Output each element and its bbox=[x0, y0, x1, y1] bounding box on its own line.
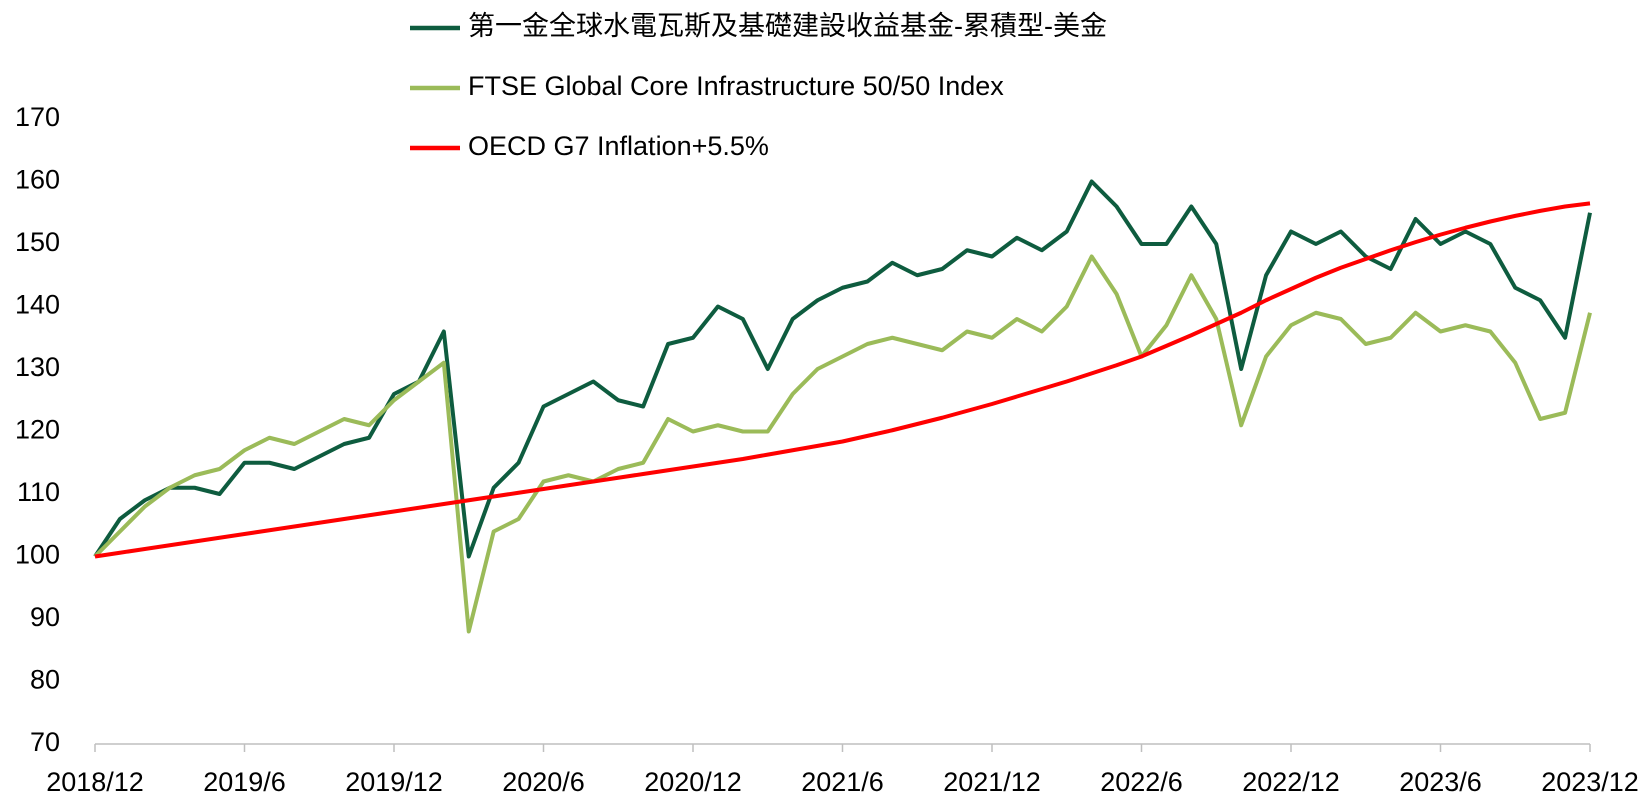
x-tick-label: 2022/6 bbox=[1100, 767, 1183, 797]
x-tick-label: 2019/12 bbox=[345, 767, 443, 797]
legend-label: 第一金全球水電瓦斯及基礎建設收益基金-累積型-美金 bbox=[468, 11, 1107, 41]
y-tick-label: 170 bbox=[15, 102, 60, 132]
series-line bbox=[94, 201, 1591, 559]
series-line bbox=[93, 179, 1592, 559]
legend-label: FTSE Global Core Infrastructure 50/50 In… bbox=[468, 71, 1004, 101]
x-tick-label: 2022/12 bbox=[1242, 767, 1340, 797]
y-tick-label: 70 bbox=[30, 727, 60, 757]
x-tick-label: 2021/12 bbox=[943, 767, 1041, 797]
y-tick-label: 100 bbox=[15, 540, 60, 570]
y-tick-label: 150 bbox=[15, 227, 60, 257]
y-tick-label: 110 bbox=[17, 477, 60, 507]
x-tick-label: 2019/6 bbox=[203, 767, 286, 797]
series-line bbox=[93, 254, 1592, 634]
y-tick-label: 160 bbox=[15, 165, 60, 195]
x-tick-label: 2023/6 bbox=[1399, 767, 1482, 797]
y-tick-label: 90 bbox=[30, 602, 60, 632]
y-tick-label: 80 bbox=[30, 665, 60, 695]
x-tick-label: 2021/6 bbox=[801, 767, 884, 797]
y-tick-label: 140 bbox=[15, 290, 60, 320]
x-tick-label: 2020/6 bbox=[502, 767, 585, 797]
legend-label: OECD G7 Inflation+5.5% bbox=[468, 131, 769, 161]
y-tick-label: 120 bbox=[15, 415, 60, 445]
x-tick-label: 2023/12 bbox=[1541, 767, 1639, 797]
y-tick-label: 130 bbox=[15, 352, 60, 382]
x-tick-label: 2018/12 bbox=[46, 767, 144, 797]
x-tick-label: 2020/12 bbox=[644, 767, 742, 797]
